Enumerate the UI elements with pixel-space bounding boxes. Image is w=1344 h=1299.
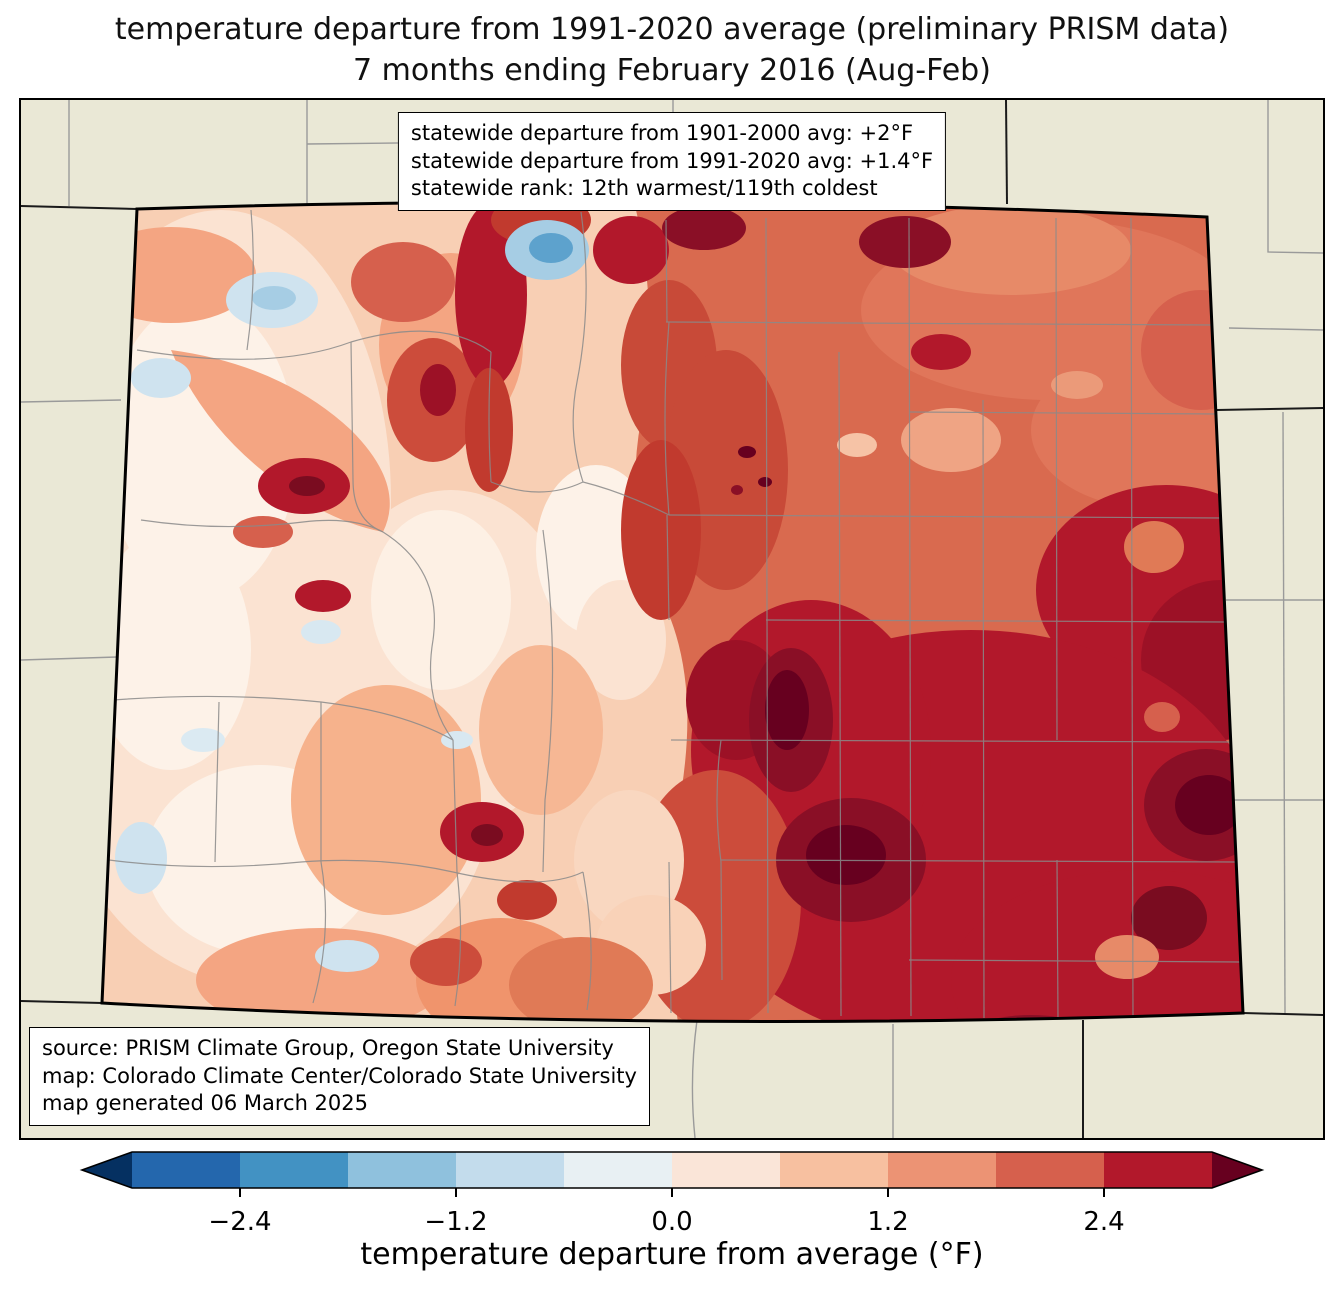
svg-text:2.4: 2.4 <box>1083 1207 1124 1237</box>
colorbar-axis-label: temperature departure from average (°F) <box>360 1237 984 1272</box>
svg-text:0.0: 0.0 <box>651 1207 692 1237</box>
stats-line-2: statewide departure from 1991-2020 avg: … <box>410 148 934 173</box>
chart-title: temperature departure from 1991-2020 ave… <box>0 10 1344 91</box>
colorado-temperature-map <box>21 100 1323 1138</box>
source-line-3: map generated 06 March 2025 <box>42 1091 369 1116</box>
colorbar-segments <box>132 1152 1213 1188</box>
county-lines <box>108 209 1242 1021</box>
svg-text:−2.4: −2.4 <box>208 1207 271 1237</box>
map-frame: statewide departure from 1901-2000 avg: … <box>19 98 1325 1140</box>
colorbar-svg: −2.4 −1.2 0.0 1.2 2.4 <box>79 1151 1265 1237</box>
title-line-2: 7 months ending February 2016 (Aug-Feb) <box>353 52 991 88</box>
colorbar-ticks: −2.4 −1.2 0.0 1.2 2.4 <box>208 1188 1125 1237</box>
colorbar-left-arrow <box>82 1152 132 1188</box>
colorbar-right-arrow <box>1212 1152 1262 1188</box>
temperature-contours <box>102 202 1243 1022</box>
svg-text:1.2: 1.2 <box>867 1207 908 1237</box>
colorbar-outline <box>79 1151 1265 1189</box>
source-box: source: PRISM Climate Group, Oregon Stat… <box>29 1026 650 1126</box>
stats-line-1: statewide departure from 1901-2000 avg: … <box>410 121 914 145</box>
stats-box: statewide departure from 1901-2000 avg: … <box>397 112 947 212</box>
svg-text:−1.2: −1.2 <box>424 1207 487 1237</box>
colorbar: −2.4 −1.2 0.0 1.2 2.4 <box>0 1146 1344 1246</box>
title-line-1: temperature departure from 1991-2020 ave… <box>114 12 1230 47</box>
stats-line-3: statewide rank: 12th warmest/119th colde… <box>410 176 878 201</box>
source-line-2: map: Colorado Climate Center/Colorado St… <box>42 1063 637 1088</box>
source-line-1: source: PRISM Climate Group, Oregon Stat… <box>42 1035 614 1060</box>
